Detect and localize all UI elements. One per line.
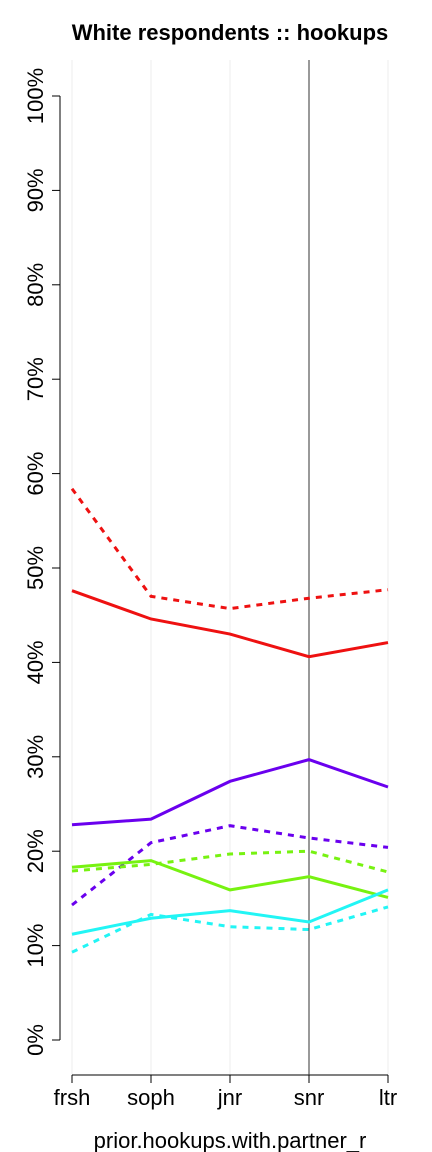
x-tick-label: jnr	[217, 1085, 242, 1110]
x-axis-label: prior.hookups.with.partner_r	[94, 1128, 367, 1152]
y-tick-label: 40%	[23, 640, 48, 684]
x-tick-label: frsh	[54, 1085, 91, 1110]
series-line	[71, 589, 389, 659]
y-tick-label: 90%	[23, 168, 48, 212]
chart-title: White respondents :: hookups	[72, 20, 389, 45]
y-tick-label: 50%	[23, 546, 48, 590]
y-tick-label: 100%	[23, 68, 48, 124]
y-tick-label: 60%	[23, 452, 48, 496]
series-line	[71, 824, 389, 907]
x-tick-label: soph	[127, 1085, 175, 1110]
y-tick-label: 20%	[23, 829, 48, 873]
series-line	[71, 849, 389, 874]
y-tick-label: 10%	[23, 924, 48, 968]
series-line	[70, 487, 389, 611]
x-tick-label: snr	[294, 1085, 325, 1110]
y-tick-label: 80%	[23, 263, 48, 307]
y-tick-label: 0%	[23, 1024, 48, 1056]
series-line	[71, 859, 389, 899]
series-line	[71, 758, 389, 827]
series-line	[71, 888, 389, 936]
y-tick-label: 30%	[23, 735, 48, 779]
x-tick-label: ltr	[379, 1085, 397, 1110]
y-tick-label: 70%	[23, 357, 48, 401]
